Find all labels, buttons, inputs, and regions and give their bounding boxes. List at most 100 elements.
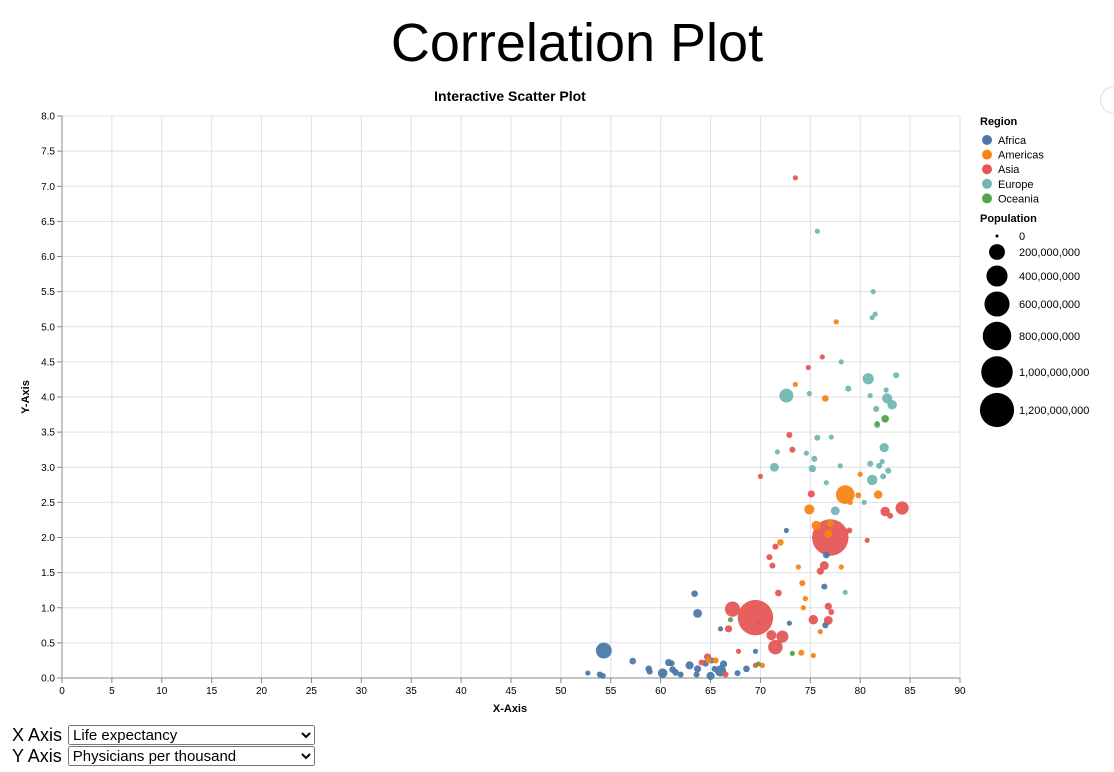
data-point-oceania[interactable]	[881, 414, 890, 423]
data-point-americas[interactable]	[855, 492, 862, 499]
data-point-africa[interactable]	[783, 527, 789, 534]
data-point-europe[interactable]	[883, 387, 889, 393]
data-point-europe[interactable]	[803, 450, 809, 456]
data-point-europe[interactable]	[867, 392, 873, 399]
data-point-asia[interactable]	[724, 601, 741, 617]
data-point-americas[interactable]	[873, 490, 883, 499]
data-point-americas[interactable]	[800, 605, 806, 611]
data-point-americas[interactable]	[795, 564, 801, 570]
data-point-africa[interactable]	[786, 620, 792, 626]
data-point-europe[interactable]	[870, 289, 876, 295]
data-point-europe[interactable]	[774, 449, 781, 455]
data-point-americas[interactable]	[811, 520, 822, 531]
data-point-americas[interactable]	[838, 564, 844, 570]
data-point-africa[interactable]	[599, 672, 606, 679]
data-point-americas[interactable]	[802, 596, 808, 602]
data-point-asia[interactable]	[776, 630, 789, 643]
data-point-americas[interactable]	[712, 657, 719, 664]
data-point-americas[interactable]	[826, 519, 834, 528]
data-point-europe[interactable]	[885, 467, 892, 474]
chart-points[interactable]	[585, 175, 909, 680]
data-point-africa[interactable]	[685, 661, 694, 670]
data-point-americas[interactable]	[817, 629, 823, 635]
data-point-asia[interactable]	[698, 659, 705, 666]
data-point-africa[interactable]	[706, 671, 715, 680]
data-point-asia[interactable]	[722, 671, 729, 678]
data-point-europe[interactable]	[842, 589, 848, 595]
data-point-oceania[interactable]	[789, 650, 795, 657]
data-point-africa[interactable]	[719, 660, 728, 668]
data-point-asia[interactable]	[724, 625, 733, 633]
data-point-asia[interactable]	[756, 620, 763, 626]
data-point-americas[interactable]	[847, 499, 853, 505]
data-point-africa[interactable]	[693, 665, 702, 673]
data-point-africa[interactable]	[822, 622, 829, 629]
data-point-americas[interactable]	[705, 657, 712, 664]
data-point-asia[interactable]	[816, 567, 824, 575]
data-point-asia[interactable]	[819, 561, 829, 571]
data-point-africa[interactable]	[752, 648, 759, 654]
data-point-asia[interactable]	[824, 602, 832, 610]
data-point-asia[interactable]	[735, 648, 742, 654]
data-point-americas[interactable]	[759, 662, 766, 668]
data-point-europe[interactable]	[861, 499, 867, 505]
data-point-africa[interactable]	[734, 670, 741, 677]
data-point-oceania[interactable]	[727, 617, 734, 623]
data-point-europe[interactable]	[869, 315, 875, 321]
data-point-europe[interactable]	[862, 373, 874, 385]
data-point-asia[interactable]	[880, 506, 890, 517]
data-point-americas[interactable]	[835, 485, 855, 504]
data-point-europe[interactable]	[814, 228, 820, 234]
data-point-asia[interactable]	[792, 175, 798, 181]
data-point-americas[interactable]	[824, 529, 833, 539]
data-point-africa[interactable]	[629, 657, 637, 665]
data-point-americas[interactable]	[833, 319, 839, 325]
data-point-americas[interactable]	[810, 652, 816, 659]
data-point-oceania[interactable]	[755, 661, 762, 667]
data-point-africa[interactable]	[672, 669, 679, 676]
data-point-africa[interactable]	[668, 660, 675, 667]
data-point-africa[interactable]	[821, 583, 828, 590]
data-point-asia[interactable]	[789, 446, 796, 453]
data-point-europe[interactable]	[828, 434, 834, 440]
data-point-africa[interactable]	[822, 551, 830, 559]
data-point-asia[interactable]	[768, 639, 783, 655]
data-point-asia[interactable]	[895, 501, 909, 515]
data-point-europe[interactable]	[887, 399, 897, 410]
data-point-asia[interactable]	[775, 589, 782, 597]
data-point-africa[interactable]	[711, 665, 718, 672]
data-point-asia[interactable]	[766, 630, 777, 641]
data-point-asia[interactable]	[786, 431, 793, 438]
data-point-africa[interactable]	[693, 671, 700, 678]
y-axis-select[interactable]: Physicians per thousand	[67, 746, 315, 767]
data-point-asia[interactable]	[887, 512, 894, 519]
data-point-europe[interactable]	[845, 385, 852, 392]
data-point-africa[interactable]	[585, 670, 591, 676]
data-point-europe[interactable]	[867, 460, 874, 467]
data-point-asia[interactable]	[805, 364, 811, 371]
data-point-europe[interactable]	[830, 506, 840, 516]
data-point-americas[interactable]	[804, 504, 815, 515]
data-point-europe[interactable]	[879, 442, 889, 453]
data-point-europe[interactable]	[866, 474, 878, 486]
data-point-africa[interactable]	[717, 626, 724, 632]
data-point-europe[interactable]	[808, 465, 816, 473]
data-point-europe[interactable]	[873, 405, 880, 412]
data-point-africa[interactable]	[595, 642, 612, 659]
data-point-asia[interactable]	[769, 562, 776, 569]
data-point-asia[interactable]	[864, 537, 870, 543]
data-point-asia[interactable]	[846, 527, 853, 534]
data-point-europe[interactable]	[880, 473, 887, 480]
data-point-asia[interactable]	[737, 599, 774, 636]
data-point-europe[interactable]	[806, 390, 812, 397]
data-point-africa[interactable]	[693, 608, 703, 618]
data-point-asia[interactable]	[757, 473, 764, 479]
data-point-europe[interactable]	[838, 359, 844, 365]
data-point-asia[interactable]	[828, 608, 835, 615]
data-point-americas[interactable]	[799, 580, 806, 587]
data-point-americas[interactable]	[857, 471, 863, 477]
data-point-asia[interactable]	[807, 490, 815, 498]
data-point-europe[interactable]	[779, 388, 794, 403]
data-point-americas[interactable]	[792, 381, 798, 387]
data-point-africa[interactable]	[646, 668, 653, 675]
